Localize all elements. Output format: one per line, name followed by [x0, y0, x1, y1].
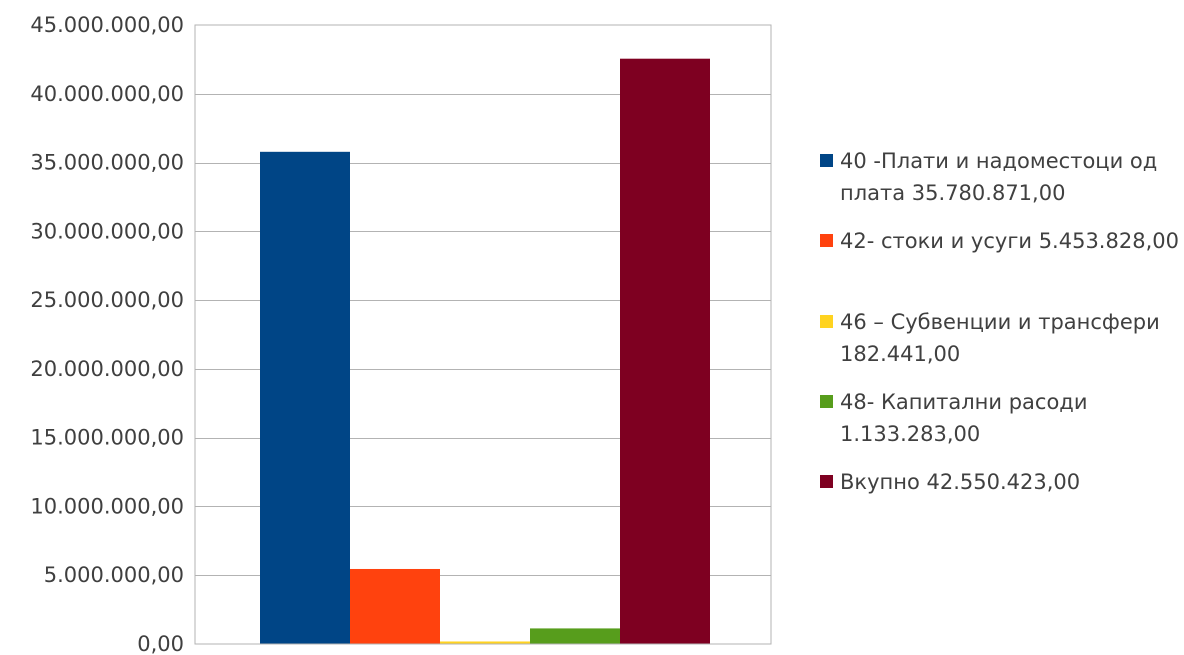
legend-label: 48- Капитални расоди: [840, 390, 1087, 414]
y-axis-tick-labels: 0,00 5.000.000,00 10.000.000,00 15.000.000,…: [30, 13, 184, 655]
legend-key: [820, 315, 833, 328]
y-tick-label: 30.000.000,00: [30, 219, 184, 243]
legend-key: [820, 395, 833, 408]
legend-key: [820, 234, 833, 247]
legend-label: 42- стоки и усуги 5.453.828,00: [840, 229, 1179, 253]
bar: [620, 58, 710, 644]
y-tick-label: 45.000.000,00: [30, 13, 184, 37]
y-tick-label: 0,00: [137, 632, 184, 655]
bar: [530, 628, 620, 644]
bar: [440, 641, 530, 644]
y-tick-label: 10.000.000,00: [30, 494, 184, 518]
legend-label: 46 – Субвенции и трансфери: [840, 310, 1160, 334]
plot-area-border: [194, 24, 772, 645]
y-tick-label: 15.000.000,00: [30, 426, 184, 450]
legend-label: 40 -Плати и надоместоци од: [840, 149, 1157, 173]
legend-label: плата 35.780.871,00: [840, 181, 1065, 205]
y-tick-label: 40.000.000,00: [30, 82, 184, 106]
y-tick-label: 20.000.000,00: [30, 357, 184, 381]
legend-label: Вкупно 42.550.423,00: [840, 470, 1080, 494]
bars: [260, 58, 710, 644]
bar: [260, 151, 350, 644]
legend-label: 1.133.283,00: [840, 422, 980, 446]
y-tick-label: 5.000.000,00: [44, 563, 184, 587]
y-tick-label: 35.000.000,00: [30, 151, 184, 175]
legend-key: [820, 475, 833, 488]
y-tick-label: 25.000.000,00: [30, 288, 184, 312]
bar: [350, 568, 440, 644]
legend: 40 -Плати и надоместоци од плата 35.780.8…: [820, 149, 1179, 494]
legend-label: 182.441,00: [840, 342, 960, 366]
legend-key: [820, 154, 833, 167]
